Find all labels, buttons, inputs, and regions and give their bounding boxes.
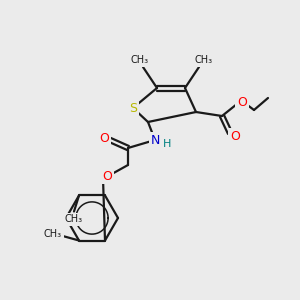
Text: O: O xyxy=(237,97,247,110)
Text: CH₃: CH₃ xyxy=(131,55,149,65)
Text: H: H xyxy=(163,139,171,149)
Text: O: O xyxy=(230,130,240,142)
Text: S: S xyxy=(129,101,137,115)
Text: O: O xyxy=(99,131,109,145)
Text: CH₃: CH₃ xyxy=(44,229,62,238)
Text: CH₃: CH₃ xyxy=(65,214,83,224)
Text: N: N xyxy=(150,134,160,146)
Text: O: O xyxy=(102,169,112,182)
Text: CH₃: CH₃ xyxy=(195,55,213,65)
